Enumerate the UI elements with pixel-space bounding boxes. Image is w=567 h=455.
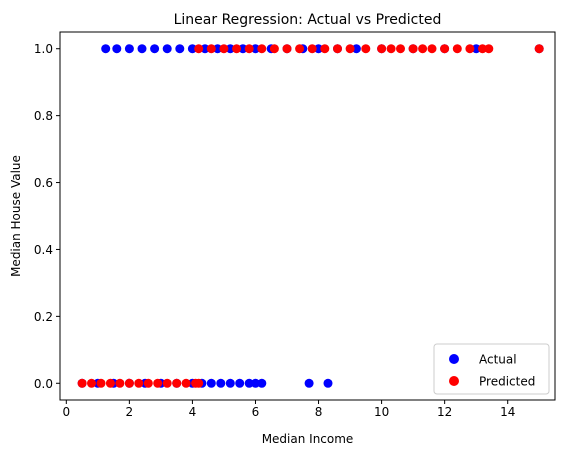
x-tick-label: 0 [62,405,70,419]
point-actual-36 [351,44,361,54]
legend-label-actual: Actual [479,353,517,367]
point-predicted-2 [96,378,106,388]
point-actual-28 [225,44,235,54]
x-tick-label: 8 [315,405,323,419]
point-predicted-29 [386,44,396,54]
point-predicted-17 [232,44,242,54]
legend-marker-predicted [449,376,459,386]
point-actual-40 [471,44,481,54]
point-predicted-36 [465,44,475,54]
point-actual-23 [162,44,172,54]
point-actual-17 [323,378,333,388]
point-predicted-27 [361,44,371,54]
legend-marker-actual [449,354,459,364]
y-axis-ticks: 0.0 0.2 0.4 0.6 0.8 1.0 [34,42,60,391]
point-actual-26 [200,44,210,54]
x-axis-ticks: 0 2 4 6 8 10 12 14 [62,400,515,419]
x-tick-label: 4 [189,405,197,419]
point-predicted-15 [206,44,216,54]
point-predicted-39 [534,44,544,54]
point-predicted-1 [87,378,96,388]
point-predicted-6 [134,378,144,388]
point-predicted-3 [105,378,115,388]
legend-label-predicted: Predicted [479,375,535,389]
point-actual-27 [213,44,223,54]
point-actual-16 [304,378,314,388]
x-axis-label: Median Income [262,432,354,446]
y-tick-label: 0.8 [34,109,53,123]
point-predicted-20 [269,44,279,54]
point-actual-34 [314,44,323,54]
point-actual-9 [206,378,216,388]
data-points [77,44,544,388]
point-predicted-10 [172,378,182,388]
point-predicted-21 [282,44,292,54]
point-actual-19 [112,44,122,54]
y-tick-label: 0.2 [34,310,53,324]
plot-area [60,32,555,400]
plot-frame [59,31,556,401]
point-actual-13 [244,378,254,388]
x-tick-label: 10 [374,405,389,419]
point-predicted-38 [484,44,494,54]
point-actual-30 [251,44,260,54]
point-predicted-19 [257,44,267,54]
point-predicted-22 [295,44,305,54]
point-predicted-16 [219,44,229,54]
x-tick-label: 14 [500,405,515,419]
x-tick-label: 12 [437,405,452,419]
point-actual-24 [175,44,185,54]
point-predicted-37 [478,44,487,54]
point-predicted-7 [143,378,153,388]
point-predicted-8 [153,378,163,388]
point-actual-18 [101,44,111,54]
y-tick-label: 0.0 [34,377,53,391]
point-predicted-0 [77,378,87,388]
point-predicted-32 [418,44,428,54]
legend: Actual Predicted [433,343,550,395]
point-actual-15 [257,378,267,388]
y-axis-label: Median House Value [9,155,23,277]
point-actual-14 [251,378,260,388]
point-actual-12 [235,378,245,388]
point-predicted-4 [115,378,125,388]
point-predicted-35 [452,44,462,54]
point-predicted-5 [124,378,134,388]
point-predicted-30 [396,44,405,54]
point-actual-11 [225,378,235,388]
point-predicted-24 [320,44,330,54]
y-tick-label: 0.6 [34,176,53,190]
point-predicted-34 [440,44,450,54]
point-predicted-9 [162,378,172,388]
point-actual-29 [238,44,248,54]
chart-title: Linear Regression: Actual vs Predicted [174,12,442,28]
x-tick-label: 6 [252,405,260,419]
point-predicted-18 [244,44,254,54]
point-actual-20 [124,44,134,54]
point-predicted-25 [333,44,342,54]
point-actual-25 [187,44,197,54]
y-tick-label: 1.0 [34,42,53,56]
point-predicted-13 [194,378,204,388]
x-tick-label: 2 [126,405,134,419]
y-tick-label: 0.4 [34,243,53,257]
legend-box [433,343,550,395]
point-predicted-31 [408,44,418,54]
point-actual-22 [150,44,160,54]
point-predicted-23 [307,44,317,54]
point-actual-21 [137,44,147,54]
point-predicted-28 [377,44,387,54]
point-predicted-26 [345,44,355,54]
point-predicted-14 [194,44,204,54]
point-predicted-33 [427,44,437,54]
point-predicted-11 [181,378,191,388]
point-actual-10 [216,378,226,388]
